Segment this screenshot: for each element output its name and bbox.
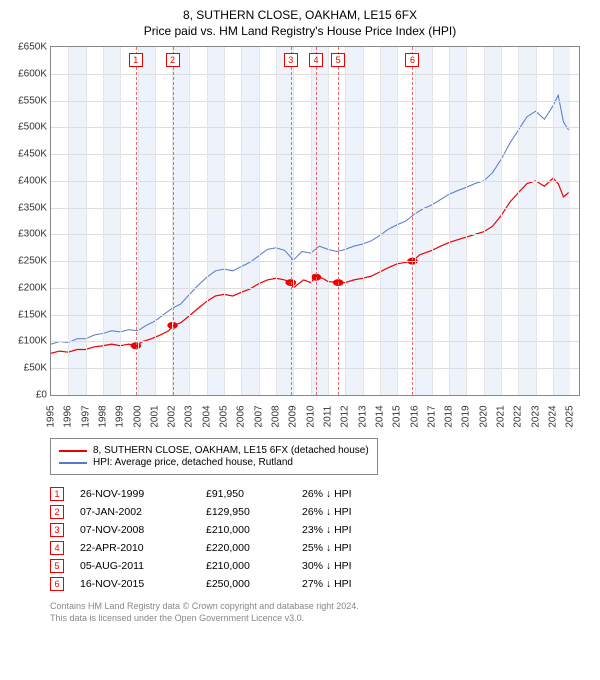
x-axis-label: 2022 bbox=[513, 405, 524, 427]
legend-label-blue: HPI: Average price, detached house, Rutl… bbox=[93, 457, 293, 468]
x-axis-label: 2016 bbox=[409, 405, 420, 427]
x-axis-label: 2000 bbox=[132, 405, 143, 427]
x-axis-label: 1995 bbox=[46, 405, 57, 427]
x-axis-label: 2002 bbox=[167, 405, 178, 427]
table-row: 1 26-NOV-1999 £91,950 26% ↓ HPI bbox=[50, 487, 588, 501]
x-axis-label: 2024 bbox=[548, 405, 559, 427]
row-diff: 26% ↓ HPI bbox=[302, 506, 392, 518]
x-axis-label: 2013 bbox=[357, 405, 368, 427]
row-marker: 4 bbox=[50, 541, 64, 555]
row-marker: 1 bbox=[50, 487, 64, 501]
y-axis-label: £500K bbox=[18, 122, 47, 133]
line-series-svg bbox=[51, 47, 579, 395]
y-axis-label: £450K bbox=[18, 149, 47, 160]
legend-swatch-red bbox=[59, 450, 87, 452]
row-diff: 25% ↓ HPI bbox=[302, 542, 392, 554]
x-axis-label: 2017 bbox=[426, 405, 437, 427]
x-axis-label: 2012 bbox=[340, 405, 351, 427]
x-axis-label: 2006 bbox=[236, 405, 247, 427]
row-diff: 27% ↓ HPI bbox=[302, 578, 392, 590]
y-axis-label: £550K bbox=[18, 95, 47, 106]
chart-title-address: 8, SUTHERN CLOSE, OAKHAM, LE15 6FX bbox=[12, 8, 588, 22]
row-price: £210,000 bbox=[206, 560, 286, 572]
row-price: £91,950 bbox=[206, 488, 286, 500]
y-axis-label: £200K bbox=[18, 282, 47, 293]
sale-marker: 3 bbox=[284, 53, 298, 67]
row-date: 26-NOV-1999 bbox=[80, 488, 190, 500]
row-price: £210,000 bbox=[206, 524, 286, 536]
row-date: 07-JAN-2002 bbox=[80, 506, 190, 518]
table-row: 2 07-JAN-2002 £129,950 26% ↓ HPI bbox=[50, 505, 588, 519]
x-axis-label: 2018 bbox=[444, 405, 455, 427]
sale-marker: 2 bbox=[166, 53, 180, 67]
row-diff: 26% ↓ HPI bbox=[302, 488, 392, 500]
x-axis-label: 2007 bbox=[253, 405, 264, 427]
x-axis-label: 1997 bbox=[80, 405, 91, 427]
y-axis-label: £650K bbox=[18, 42, 47, 53]
footer-line1: Contains HM Land Registry data © Crown c… bbox=[50, 601, 588, 613]
y-axis-label: £250K bbox=[18, 256, 47, 267]
y-axis-label: £400K bbox=[18, 175, 47, 186]
sale-marker: 1 bbox=[129, 53, 143, 67]
x-axis-label: 2015 bbox=[392, 405, 403, 427]
row-price: £220,000 bbox=[206, 542, 286, 554]
x-axis-label: 1996 bbox=[63, 405, 74, 427]
y-axis-label: £600K bbox=[18, 68, 47, 79]
sale-marker: 4 bbox=[309, 53, 323, 67]
sales-table: 1 26-NOV-1999 £91,950 26% ↓ HPI 2 07-JAN-2002… bbox=[50, 487, 588, 591]
legend: 8, SUTHERN CLOSE, OAKHAM, LE15 6FX (deta… bbox=[50, 438, 378, 475]
row-date: 22-APR-2010 bbox=[80, 542, 190, 554]
legend-swatch-blue bbox=[59, 462, 87, 464]
row-marker: 6 bbox=[50, 577, 64, 591]
x-axis-label: 2020 bbox=[478, 405, 489, 427]
sale-marker: 5 bbox=[331, 53, 345, 67]
table-row: 6 16-NOV-2015 £250,000 27% ↓ HPI bbox=[50, 577, 588, 591]
row-date: 16-NOV-2015 bbox=[80, 578, 190, 590]
x-axis-label: 2010 bbox=[305, 405, 316, 427]
x-axis-label: 2025 bbox=[565, 405, 576, 427]
x-axis-label: 2008 bbox=[271, 405, 282, 427]
row-price: £250,000 bbox=[206, 578, 286, 590]
row-date: 07-NOV-2008 bbox=[80, 524, 190, 536]
row-date: 05-AUG-2011 bbox=[80, 560, 190, 572]
table-row: 3 07-NOV-2008 £210,000 23% ↓ HPI bbox=[50, 523, 588, 537]
chart-title-subtitle: Price paid vs. HM Land Registry's House … bbox=[12, 24, 588, 38]
x-axis-label: 1998 bbox=[97, 405, 108, 427]
row-diff: 23% ↓ HPI bbox=[302, 524, 392, 536]
x-axis-label: 1999 bbox=[115, 405, 126, 427]
y-axis-label: £350K bbox=[18, 202, 47, 213]
table-row: 5 05-AUG-2011 £210,000 30% ↓ HPI bbox=[50, 559, 588, 573]
row-price: £129,950 bbox=[206, 506, 286, 518]
x-axis-label: 2021 bbox=[496, 405, 507, 427]
x-axis-label: 2005 bbox=[219, 405, 230, 427]
row-marker: 2 bbox=[50, 505, 64, 519]
legend-label-red: 8, SUTHERN CLOSE, OAKHAM, LE15 6FX (deta… bbox=[93, 445, 369, 456]
x-axis-label: 2009 bbox=[288, 405, 299, 427]
x-axis-label: 2003 bbox=[184, 405, 195, 427]
footer-line2: This data is licensed under the Open Gov… bbox=[50, 613, 588, 625]
legend-row-red: 8, SUTHERN CLOSE, OAKHAM, LE15 6FX (deta… bbox=[59, 445, 369, 456]
y-axis-label: £300K bbox=[18, 229, 47, 240]
y-axis-label: £150K bbox=[18, 309, 47, 320]
y-axis-label: £50K bbox=[24, 363, 47, 374]
row-marker: 3 bbox=[50, 523, 64, 537]
row-marker: 5 bbox=[50, 559, 64, 573]
x-axis-label: 2019 bbox=[461, 405, 472, 427]
x-axis-label: 2011 bbox=[322, 406, 333, 428]
row-diff: 30% ↓ HPI bbox=[302, 560, 392, 572]
sale-marker: 6 bbox=[405, 53, 419, 67]
legend-row-blue: HPI: Average price, detached house, Rutl… bbox=[59, 457, 369, 468]
footer-attribution: Contains HM Land Registry data © Crown c… bbox=[50, 601, 588, 624]
y-axis-label: £100K bbox=[18, 336, 47, 347]
x-axis-label: 2004 bbox=[201, 405, 212, 427]
plot-area: £0£50K£100K£150K£200K£250K£300K£350K£400… bbox=[50, 46, 580, 396]
table-row: 4 22-APR-2010 £220,000 25% ↓ HPI bbox=[50, 541, 588, 555]
y-axis-label: £0 bbox=[36, 390, 47, 401]
x-axis-label: 2023 bbox=[530, 405, 541, 427]
x-axis-label: 2001 bbox=[149, 405, 160, 427]
chart-area: £0£50K£100K£150K£200K£250K£300K£350K£400… bbox=[50, 46, 580, 426]
x-axis-label: 2014 bbox=[374, 405, 385, 427]
